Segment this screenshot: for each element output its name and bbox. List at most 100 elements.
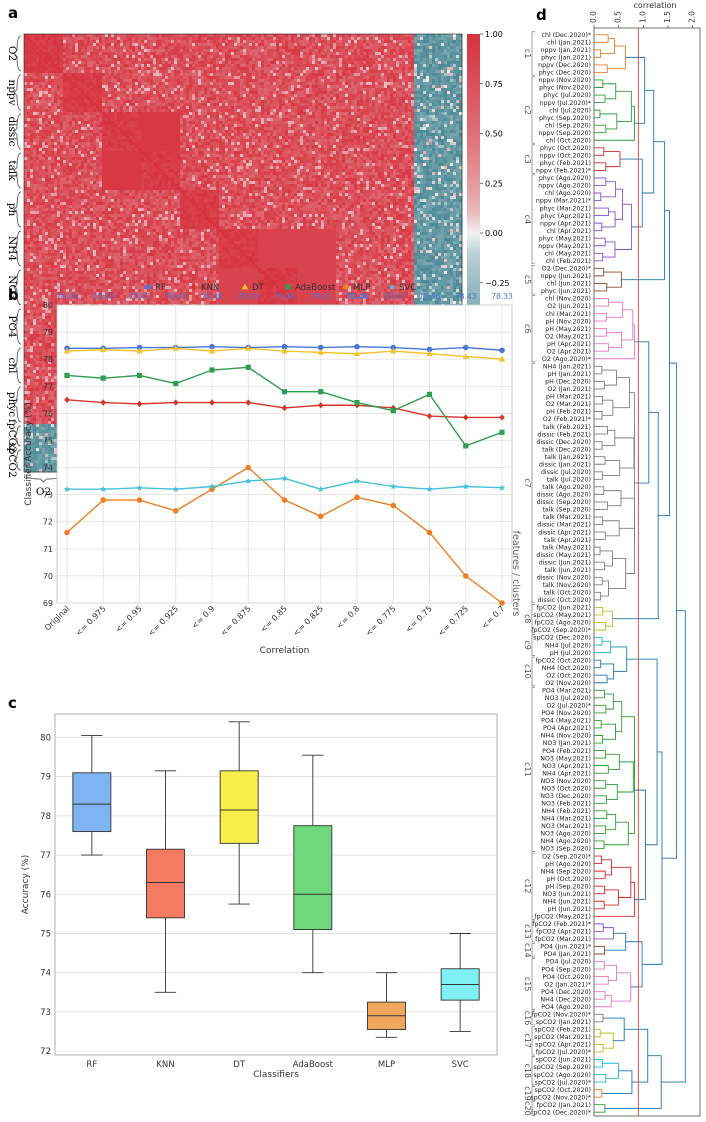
heatmap-cell xyxy=(63,88,67,92)
heatmap-cell xyxy=(108,100,112,104)
heatmap-cell xyxy=(111,109,115,113)
heatmap-cell xyxy=(360,61,364,65)
heatmap-cell xyxy=(75,124,79,128)
heatmap-cell xyxy=(252,64,256,68)
heatmap-cell xyxy=(408,91,412,95)
heatmap-cell xyxy=(390,91,394,95)
heatmap-cell xyxy=(279,79,283,83)
heatmap-cell xyxy=(231,85,235,89)
heatmap-cell xyxy=(399,109,403,113)
heatmap-cell xyxy=(273,43,277,47)
heatmap-cell xyxy=(39,55,43,59)
heatmap-cell xyxy=(159,124,163,128)
heatmap-cell xyxy=(459,121,463,125)
heatmap-cell xyxy=(345,67,349,71)
heatmap-cell xyxy=(435,76,439,80)
heatmap-cell xyxy=(120,79,124,83)
heatmap-cell xyxy=(195,127,199,131)
heatmap-cell xyxy=(174,94,178,98)
heatmap-cell xyxy=(417,106,421,110)
heatmap-cell xyxy=(402,37,406,41)
heatmap-cell xyxy=(33,67,37,71)
heatmap-cell xyxy=(423,130,427,134)
heatmap-cell xyxy=(354,49,358,53)
heatmap-cell xyxy=(378,67,382,71)
heatmap-cell xyxy=(210,100,214,104)
heatmap-cell xyxy=(42,52,46,56)
heatmap-cell xyxy=(426,79,430,83)
heatmap-cell xyxy=(354,34,358,38)
heatmap-cell xyxy=(267,34,271,38)
heatmap-cell xyxy=(39,67,43,71)
heatmap-cell xyxy=(441,121,445,125)
heatmap-cell xyxy=(165,40,169,44)
heatmap-cell xyxy=(285,106,289,110)
heatmap-cell xyxy=(441,40,445,44)
heatmap-cell xyxy=(135,88,139,92)
heatmap-cell xyxy=(441,88,445,92)
heatmap-cell xyxy=(231,37,235,41)
heatmap-cell xyxy=(294,76,298,80)
heatmap-cell xyxy=(312,121,316,125)
heatmap-cell xyxy=(111,100,115,104)
heatmap-cell xyxy=(372,61,376,65)
heatmap-cell xyxy=(189,70,193,74)
heatmap-cell xyxy=(39,37,43,41)
heatmap-cell xyxy=(186,79,190,83)
heatmap-cell xyxy=(27,37,31,41)
heatmap-cell xyxy=(228,97,232,101)
heatmap-cell xyxy=(402,76,406,80)
heatmap-cell xyxy=(234,46,238,50)
heatmap-cell xyxy=(234,79,238,83)
heatmap-cell xyxy=(318,94,322,98)
heatmap-cell xyxy=(192,37,196,41)
heatmap-cell xyxy=(48,85,52,89)
heatmap-cell xyxy=(102,70,106,74)
heatmap-cell xyxy=(228,130,232,134)
heatmap-cell xyxy=(138,130,142,134)
heatmap-cell xyxy=(237,37,241,41)
heatmap-cell xyxy=(303,97,307,101)
heatmap-cell xyxy=(69,133,73,137)
heatmap-cell xyxy=(207,133,211,137)
heatmap-cell xyxy=(300,127,304,131)
heatmap-cell xyxy=(327,130,331,134)
heatmap-cell xyxy=(342,91,346,95)
heatmap-cell xyxy=(360,58,364,62)
heatmap-cell xyxy=(99,88,103,92)
heatmap-cell xyxy=(402,94,406,98)
heatmap-cell xyxy=(60,133,64,137)
heatmap-cell xyxy=(255,88,259,92)
heatmap-cell xyxy=(261,103,265,107)
heatmap-cell xyxy=(249,124,253,128)
heatmap-cell xyxy=(450,58,454,62)
heatmap-cell xyxy=(210,46,214,50)
heatmap-cell xyxy=(150,91,154,95)
heatmap-cell xyxy=(456,34,460,38)
heatmap-cell xyxy=(27,40,31,44)
heatmap-cell xyxy=(36,46,40,50)
heatmap-cell xyxy=(69,124,73,128)
heatmap-cell xyxy=(267,109,271,113)
heatmap-cell xyxy=(333,85,337,89)
heatmap-cell xyxy=(186,85,190,89)
heatmap-cell xyxy=(291,43,295,47)
heatmap-cell xyxy=(126,91,130,95)
heatmap-cell xyxy=(102,82,106,86)
heatmap-cell xyxy=(273,94,277,98)
heatmap-cell xyxy=(381,37,385,41)
heatmap-cell xyxy=(360,40,364,44)
heatmap-cell xyxy=(87,100,91,104)
heatmap-cell xyxy=(201,43,205,47)
heatmap-cell xyxy=(351,43,355,47)
heatmap-cell xyxy=(396,73,400,77)
heatmap-cell xyxy=(393,88,397,92)
heatmap-cell xyxy=(171,67,175,71)
heatmap-cell xyxy=(402,40,406,44)
heatmap-cell xyxy=(189,115,193,119)
heatmap-cell xyxy=(354,106,358,110)
heatmap-cell xyxy=(348,55,352,59)
heatmap-cell xyxy=(117,103,121,107)
heatmap-cell xyxy=(342,85,346,89)
heatmap-cell xyxy=(336,91,340,95)
